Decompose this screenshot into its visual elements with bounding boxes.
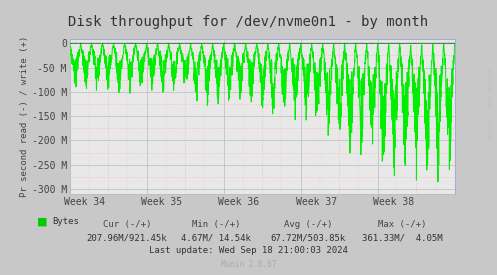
Text: Bytes: Bytes [52, 217, 79, 226]
Text: Max (-/+): Max (-/+) [378, 220, 427, 229]
Text: ■: ■ [37, 216, 48, 226]
Text: 207.96M/921.45k: 207.96M/921.45k [86, 233, 167, 242]
Y-axis label: Pr second read (-) / write (+): Pr second read (-) / write (+) [20, 35, 29, 197]
Text: Min (-/+): Min (-/+) [192, 220, 241, 229]
Text: Munin 2.0.67: Munin 2.0.67 [221, 260, 276, 269]
Text: 67.72M/503.85k: 67.72M/503.85k [270, 233, 346, 242]
Text: Avg (-/+): Avg (-/+) [284, 220, 332, 229]
Text: Cur (-/+): Cur (-/+) [102, 220, 151, 229]
Text: 4.67M/ 14.54k: 4.67M/ 14.54k [181, 233, 251, 242]
Text: RRDTOOL / TOBI OETIKER: RRDTOOL / TOBI OETIKER [489, 69, 494, 140]
Text: 361.33M/  4.05M: 361.33M/ 4.05M [362, 233, 443, 242]
Text: Last update: Wed Sep 18 21:00:03 2024: Last update: Wed Sep 18 21:00:03 2024 [149, 246, 348, 255]
Text: Disk throughput for /dev/nvme0n1 - by month: Disk throughput for /dev/nvme0n1 - by mo… [69, 15, 428, 29]
